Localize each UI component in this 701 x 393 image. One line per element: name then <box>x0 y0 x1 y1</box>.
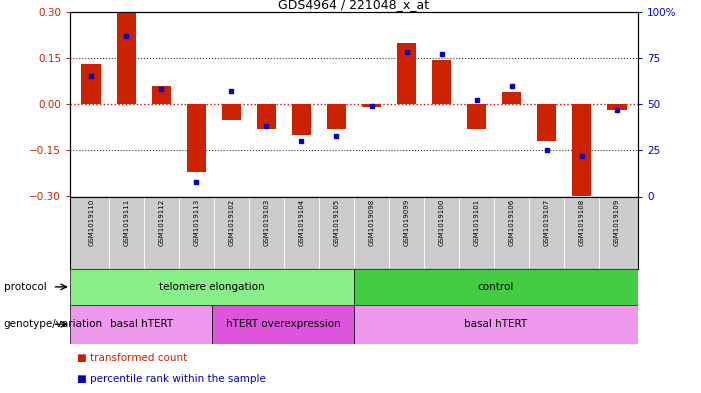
Bar <box>572 104 592 196</box>
Text: telomere elongation: telomere elongation <box>159 282 265 292</box>
Bar <box>81 64 101 104</box>
Bar <box>151 86 171 104</box>
Text: GSM1019107: GSM1019107 <box>544 199 550 246</box>
Text: GSM1019111: GSM1019111 <box>123 199 129 246</box>
Text: genotype/variation: genotype/variation <box>4 319 102 329</box>
Text: hTERT overexpression: hTERT overexpression <box>226 319 341 329</box>
Text: ■ transformed count: ■ transformed count <box>77 353 187 363</box>
Bar <box>502 92 522 104</box>
Bar <box>292 104 311 135</box>
Bar <box>397 42 416 104</box>
Text: GSM1019105: GSM1019105 <box>334 199 339 246</box>
Text: GSM1019104: GSM1019104 <box>299 199 304 246</box>
Text: control: control <box>478 282 514 292</box>
Title: GDS4964 / 221048_x_at: GDS4964 / 221048_x_at <box>278 0 430 11</box>
Text: GSM1019099: GSM1019099 <box>404 199 409 246</box>
Bar <box>327 104 346 129</box>
Text: protocol: protocol <box>4 282 46 292</box>
Bar <box>467 104 486 129</box>
Text: ■ percentile rank within the sample: ■ percentile rank within the sample <box>77 374 266 384</box>
Bar <box>222 104 241 119</box>
Text: GSM1019108: GSM1019108 <box>579 199 585 246</box>
Text: GSM1019109: GSM1019109 <box>614 199 620 246</box>
Text: GSM1019101: GSM1019101 <box>474 199 479 246</box>
Bar <box>607 104 627 110</box>
Bar <box>70 305 212 344</box>
Bar <box>432 59 451 104</box>
Bar <box>186 104 206 172</box>
Bar <box>70 269 354 305</box>
Bar <box>116 12 136 104</box>
Text: GSM1019112: GSM1019112 <box>158 199 164 246</box>
Bar <box>257 104 276 129</box>
Bar <box>354 305 638 344</box>
Text: basal hTERT: basal hTERT <box>109 319 172 329</box>
Text: GSM1019098: GSM1019098 <box>369 199 374 246</box>
Text: basal hTERT: basal hTERT <box>464 319 528 329</box>
Text: GSM1019110: GSM1019110 <box>88 199 94 246</box>
Bar <box>362 104 381 107</box>
Bar <box>354 269 638 305</box>
Text: GSM1019102: GSM1019102 <box>229 199 234 246</box>
Text: GSM1019103: GSM1019103 <box>264 199 269 246</box>
Text: GSM1019106: GSM1019106 <box>509 199 515 246</box>
Bar <box>537 104 557 141</box>
Bar <box>212 305 354 344</box>
Text: GSM1019100: GSM1019100 <box>439 199 444 246</box>
Text: GSM1019113: GSM1019113 <box>193 199 199 246</box>
